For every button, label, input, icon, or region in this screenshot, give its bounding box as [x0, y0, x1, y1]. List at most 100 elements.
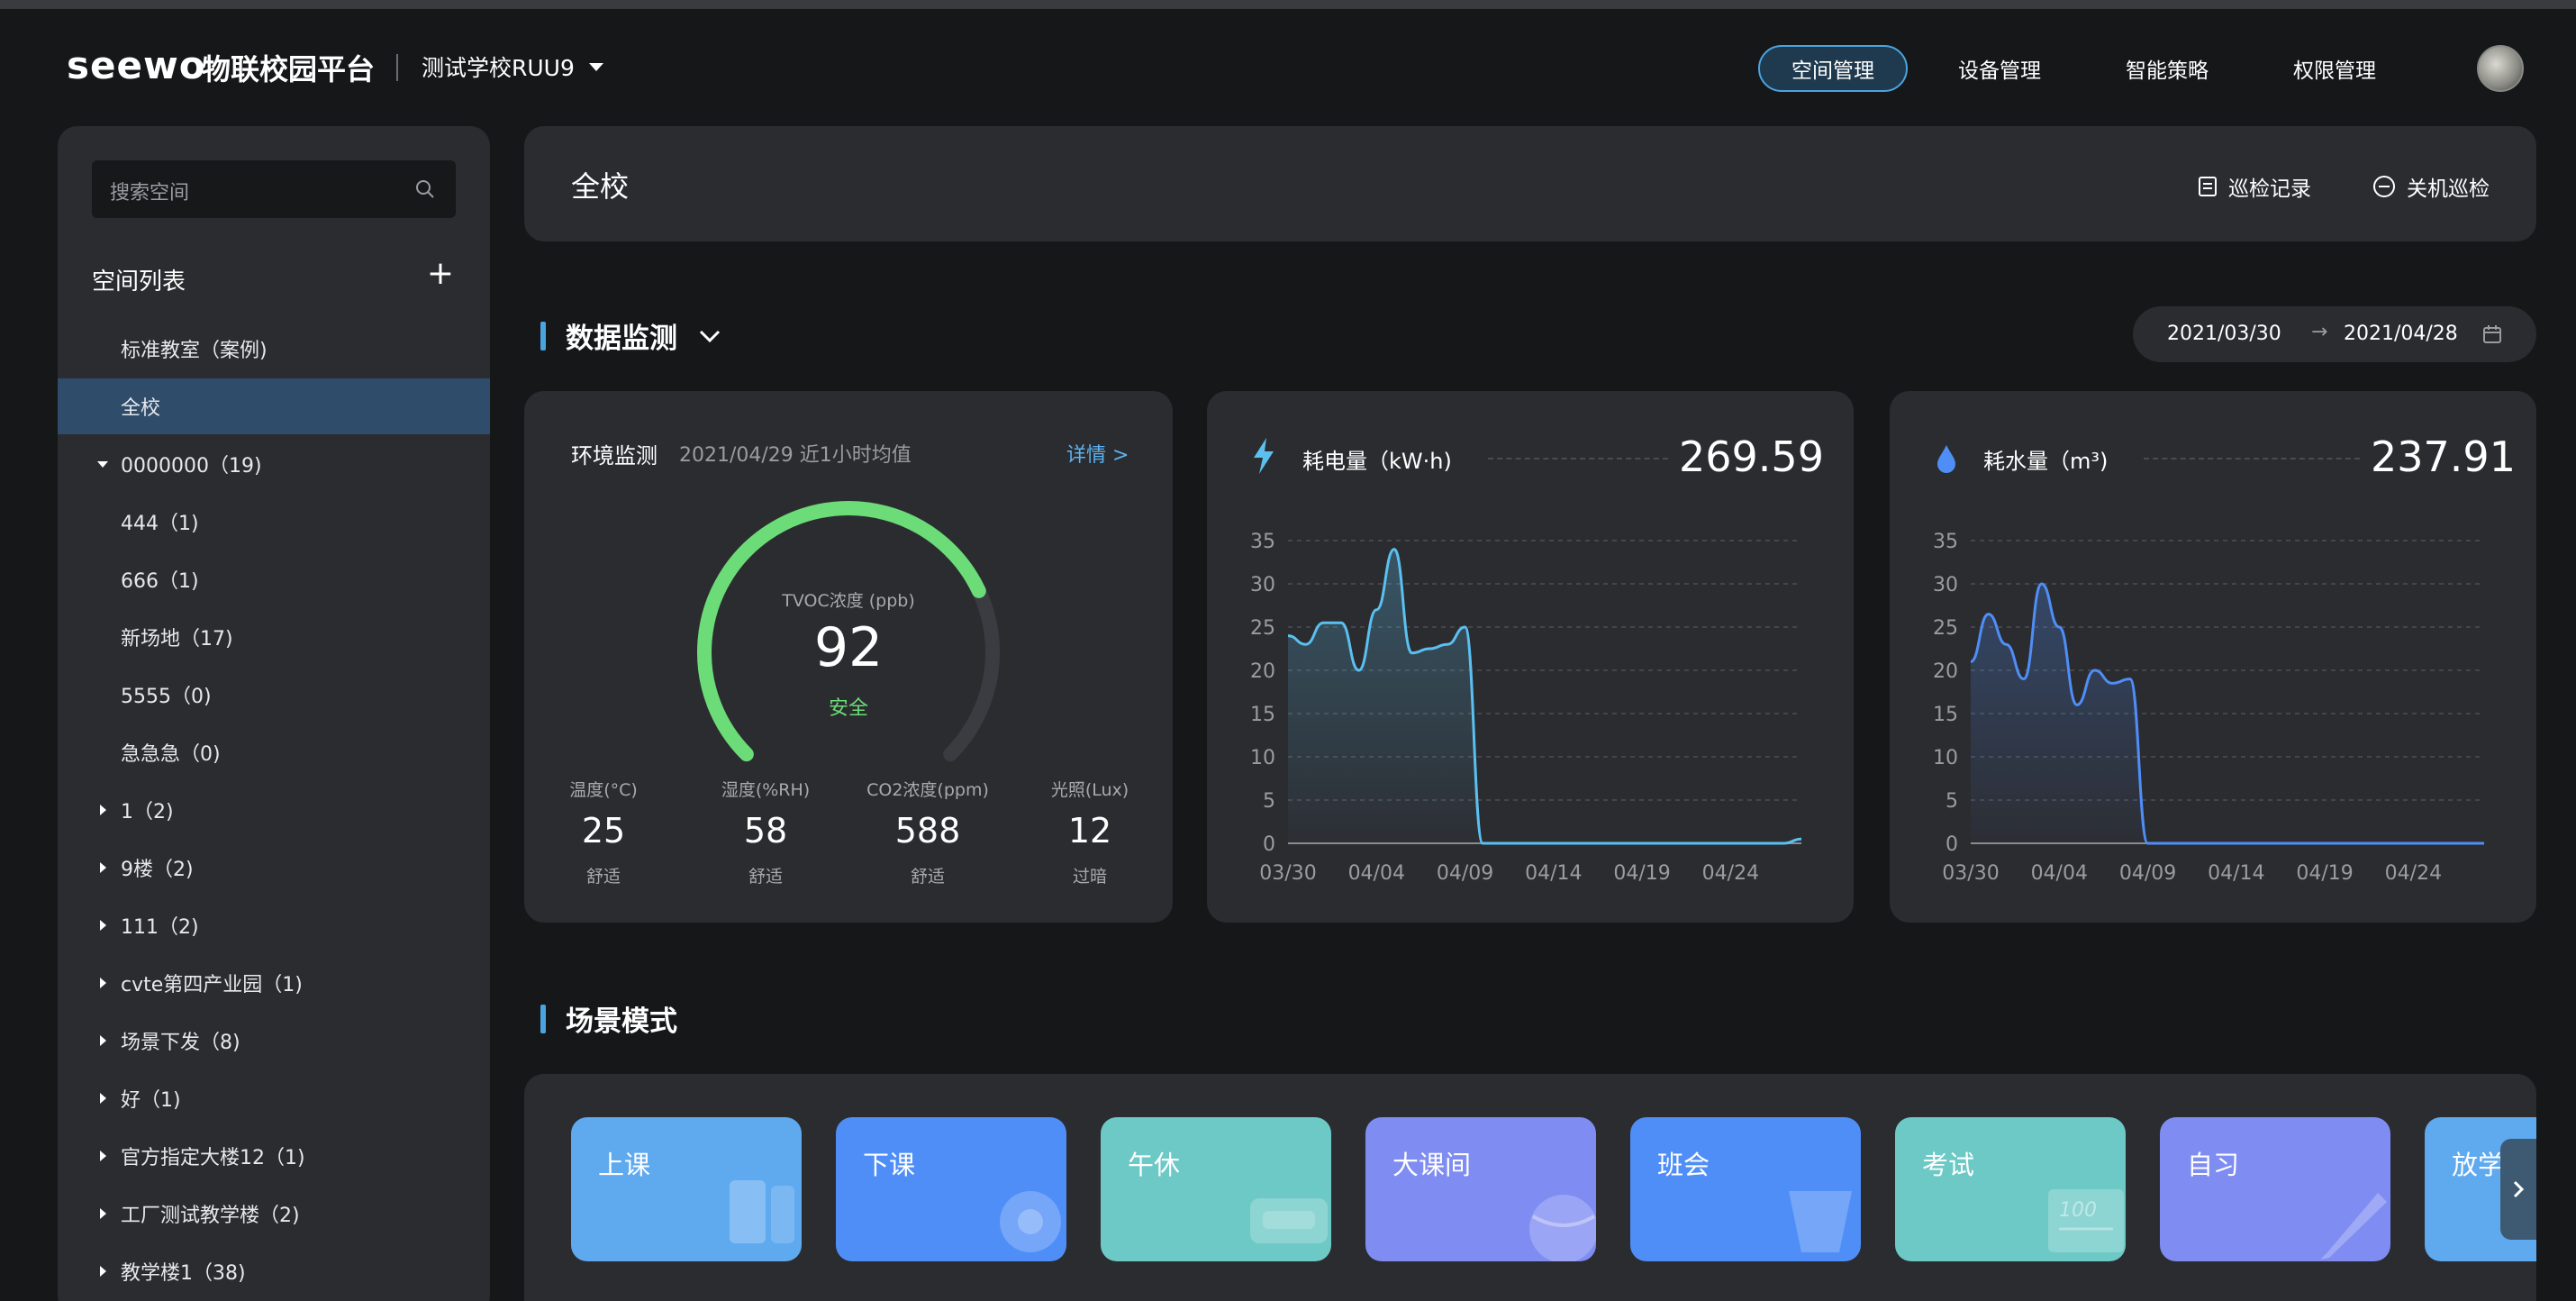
- humidity-value: 58: [743, 811, 788, 851]
- caret-right-icon[interactable]: [100, 920, 106, 931]
- nav-device-management[interactable]: 设备管理: [1958, 59, 2041, 83]
- nav-smart-strategy[interactable]: 智能策略: [2126, 59, 2209, 83]
- power-chart: 0 5 10 15 20 25 30 35 03/30 04/04 04/09 04/14 04/19 0…: [1250, 531, 1802, 885]
- water-title: 耗水量（m³): [1983, 449, 2109, 474]
- water-total: 237.91: [2371, 432, 2516, 481]
- gauge-value: 92: [813, 616, 884, 679]
- sidebar-tree-item[interactable]: 444（1): [58, 494, 490, 550]
- scene-card[interactable]: 自习: [2160, 1117, 2390, 1261]
- scene-card[interactable]: 大课间: [1365, 1117, 1596, 1261]
- x-tick-label: 04/19: [2296, 862, 2353, 885]
- y-tick-label: 35: [1933, 531, 1958, 553]
- x-tick-label: 04/14: [1525, 862, 1582, 885]
- tree-item-label: 急急急（0): [121, 743, 221, 766]
- scene-card[interactable]: 午休: [1101, 1117, 1331, 1261]
- caret-down-icon[interactable]: [97, 460, 108, 468]
- tree-item-label: 好（1): [121, 1089, 181, 1112]
- x-tick-label: 04/04: [2031, 862, 2088, 885]
- tree-item-label: 666（1): [121, 570, 199, 593]
- caret-right-icon[interactable]: [100, 1093, 106, 1104]
- svg-text:100: 100: [2059, 1199, 2097, 1222]
- sidebar-tree-item[interactable]: 标准教室（案例): [58, 321, 490, 377]
- x-tick-label: 03/30: [1259, 862, 1316, 885]
- ball-icon: [1529, 1195, 1596, 1261]
- scene-card[interactable]: 考试 100: [1895, 1117, 2126, 1261]
- user-avatar[interactable]: [2477, 45, 2524, 92]
- sidebar-tree-item[interactable]: 全校: [58, 378, 490, 434]
- caret-right-icon[interactable]: [100, 1151, 106, 1161]
- temperature-status: 舒适: [585, 867, 621, 887]
- scene-label: 上课: [598, 1150, 651, 1180]
- scene-label: 大课间: [1392, 1150, 1472, 1180]
- sidebar-tree-item[interactable]: 急急急（0): [58, 724, 490, 780]
- data-monitor-title: 数据监测: [566, 323, 677, 355]
- sidebar-tree-item[interactable]: 官方指定大楼12（1): [58, 1128, 490, 1184]
- env-detail-link[interactable]: 详情 >: [1066, 444, 1129, 467]
- sidebar-tree-item[interactable]: 111（2): [58, 897, 490, 953]
- tree-item-label: 官方指定大楼12（1): [121, 1147, 305, 1169]
- space-sidebar: 搜索空间 空间列表 + 标准教室（案例) 全校 0000000（19) 444（1) 6…: [58, 126, 490, 1301]
- date-arrow: →: [2311, 321, 2328, 343]
- school-selector[interactable]: 测试学校RUU9: [422, 50, 603, 83]
- y-tick-label: 5: [1946, 790, 1958, 813]
- tree-item-label: 1（2): [121, 801, 174, 823]
- sidebar-tree-item[interactable]: 工厂测试教学楼（2): [58, 1186, 490, 1242]
- scroll-next-button[interactable]: [2500, 1139, 2536, 1240]
- sidebar-tree-item[interactable]: 9楼（2): [58, 840, 490, 896]
- x-tick-label: 04/09: [1437, 862, 1493, 885]
- chevron-down-icon: [699, 330, 721, 342]
- scene-card[interactable]: 班会: [1630, 1117, 1861, 1261]
- sidebar-tree-item[interactable]: 场景下发（8): [58, 1013, 490, 1069]
- humidity-label: 湿度(%RH): [721, 780, 811, 800]
- sidebar-tree-item[interactable]: 666（1): [58, 551, 490, 607]
- sidebar-tree-item[interactable]: 0000000（19): [58, 436, 490, 492]
- caret-right-icon[interactable]: [100, 978, 106, 988]
- sidebar-tree-item[interactable]: 好（1): [58, 1070, 490, 1126]
- sidebar-tree-item[interactable]: 教学楼1（38): [58, 1243, 490, 1299]
- inspection-record-button[interactable]: 巡检记录: [2198, 171, 2311, 202]
- y-tick-label: 15: [1933, 704, 1958, 726]
- exam-paper-icon: 100: [2048, 1189, 2124, 1252]
- tree-item-label: 场景下发（8): [121, 1032, 240, 1054]
- caret-right-icon[interactable]: [100, 1266, 106, 1277]
- add-space-icon[interactable]: +: [426, 255, 454, 292]
- caret-right-icon[interactable]: [100, 862, 106, 873]
- sidebar-tree-item[interactable]: 新场地（17): [58, 609, 490, 665]
- scene-mode-title: 场景模式: [566, 1005, 677, 1038]
- y-tick-label: 10: [1250, 747, 1275, 769]
- caret-right-icon[interactable]: [100, 805, 106, 815]
- caret-right-icon[interactable]: [100, 1035, 106, 1046]
- nav-permission-management[interactable]: 权限管理: [2293, 59, 2376, 83]
- page-title: 全校: [571, 169, 630, 204]
- cup-icon: [1789, 1191, 1852, 1252]
- shutdown-inspection-button[interactable]: 关机巡检: [2372, 171, 2490, 202]
- sidebar-tree-item[interactable]: 5555（0): [58, 667, 490, 723]
- data-monitor-section[interactable]: 数据监测: [540, 315, 722, 356]
- sidebar-tree-item[interactable]: cvte第四产业园（1): [58, 955, 490, 1011]
- x-tick-label: 04/19: [1613, 862, 1670, 885]
- tree-item-label: 标准教室（案例): [121, 340, 268, 362]
- caret-down-icon: [588, 62, 603, 71]
- humidity-status: 舒适: [748, 867, 783, 887]
- scene-card[interactable]: 下课: [836, 1117, 1066, 1261]
- date-start: 2021/03/30: [2167, 323, 2281, 345]
- nav-space-management[interactable]: 空间管理: [1758, 45, 1908, 92]
- y-tick-label: 5: [1263, 790, 1275, 813]
- calendar-icon: [2483, 325, 2501, 343]
- caret-right-icon[interactable]: [100, 1208, 106, 1219]
- scene-label: 自习: [2187, 1150, 2240, 1180]
- platform-title: 物联校园平台: [202, 52, 376, 86]
- x-tick-label: 04/24: [2385, 862, 2442, 885]
- power-title-divider: [1488, 458, 1668, 459]
- scene-list: 上课 下课 午休 大课间 班会 考试 100 自习 放学: [524, 0, 2536, 1301]
- chart-area-fill: [1288, 549, 1801, 843]
- date-range-picker[interactable]: 2021/03/30 → 2021/04/28: [2133, 306, 2536, 362]
- power-title: 耗电量（kW·h): [1302, 449, 1452, 474]
- search-input[interactable]: 搜索空间: [92, 160, 456, 218]
- seewo-logo: seewo: [67, 43, 206, 87]
- scene-card[interactable]: 上课: [571, 1117, 802, 1261]
- sidebar-tree-item[interactable]: 1（2): [58, 782, 490, 838]
- search-icon[interactable]: [414, 178, 436, 200]
- gauge-label: TVOC浓度 (ppb): [782, 591, 915, 611]
- temperature-value: 25: [581, 811, 626, 851]
